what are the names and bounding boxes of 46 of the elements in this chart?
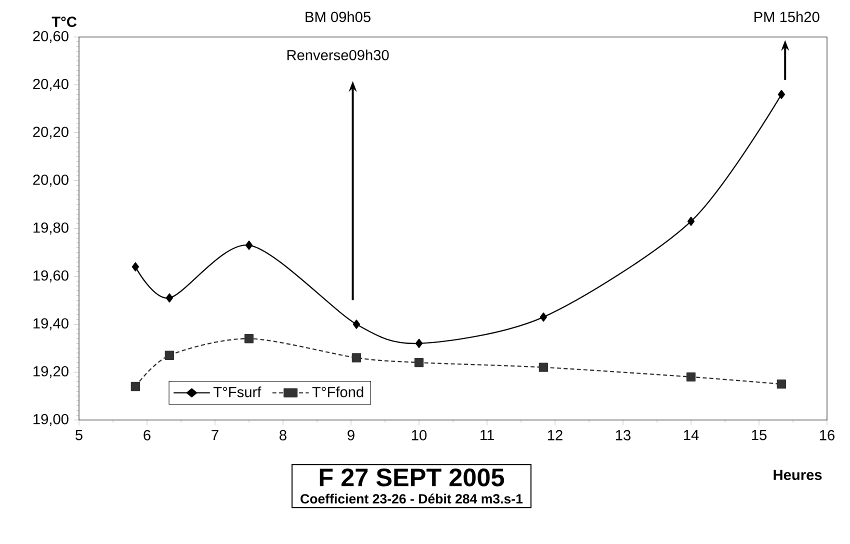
y-tick-label: 19,00 xyxy=(34,414,68,426)
point xyxy=(686,372,696,382)
point xyxy=(352,320,360,329)
x-tick-label: 6 xyxy=(144,430,150,440)
point xyxy=(130,382,140,392)
x-tick-label: 5 xyxy=(76,430,82,440)
text: F 27 SEPT 2005 xyxy=(320,468,504,486)
point xyxy=(245,240,253,250)
point xyxy=(352,353,362,362)
y-tick-label: 19,40 xyxy=(34,318,68,330)
y-tick-label: 20,40 xyxy=(33,78,68,91)
point xyxy=(538,362,548,372)
text: BM 09h05 xyxy=(306,11,370,22)
x-tick-label: 8 xyxy=(280,430,286,440)
point xyxy=(244,334,254,344)
y-tick-label: 20,20 xyxy=(33,126,68,139)
x-tick-label: 14 xyxy=(684,430,699,440)
point xyxy=(166,293,174,302)
point xyxy=(132,262,140,272)
x-tick-label: 11 xyxy=(480,430,494,440)
point xyxy=(776,380,786,389)
y-axis-title: T°C xyxy=(52,16,77,27)
point xyxy=(164,350,174,360)
y-tick-label: 19,20 xyxy=(34,366,68,378)
x-tick-label: 16 xyxy=(820,430,834,440)
legend-label: T°Fsurf xyxy=(213,386,262,398)
point xyxy=(414,358,424,368)
point xyxy=(687,216,695,226)
text: Coefficient 23-26 - Débit 284 m3.s-1 xyxy=(300,494,523,504)
text: PM 15h20 xyxy=(754,11,820,22)
x-axis-title: Heures xyxy=(774,470,822,480)
y-tick-label: 19,80 xyxy=(34,222,68,235)
x-tick-label: 12 xyxy=(548,430,562,440)
y-tick-label: 20,60 xyxy=(33,30,68,44)
annotation: Renverse09h30 xyxy=(287,50,389,60)
y-tick-label: 19,60 xyxy=(34,270,68,282)
point xyxy=(415,338,423,348)
point xyxy=(540,312,548,322)
x-tick-label: 10 xyxy=(412,430,427,440)
point xyxy=(778,90,786,100)
x-tick-label: 9 xyxy=(348,430,354,440)
x-tick-label: 7 xyxy=(212,430,218,440)
y-tick-label: 20,00 xyxy=(33,174,68,187)
x-tick-label: 13 xyxy=(616,430,630,440)
x-tick-label: 15 xyxy=(752,430,767,440)
legend-label: T°Ffond xyxy=(312,386,364,398)
